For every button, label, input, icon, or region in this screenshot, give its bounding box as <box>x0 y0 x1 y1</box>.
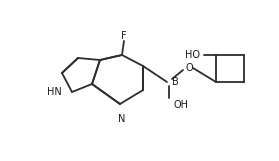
Text: OH: OH <box>173 100 188 110</box>
Text: F: F <box>121 31 127 41</box>
Text: B: B <box>172 77 179 87</box>
Text: O: O <box>186 63 194 73</box>
Text: HO: HO <box>185 50 200 60</box>
Text: N: N <box>118 114 126 124</box>
Text: HN: HN <box>47 87 62 97</box>
